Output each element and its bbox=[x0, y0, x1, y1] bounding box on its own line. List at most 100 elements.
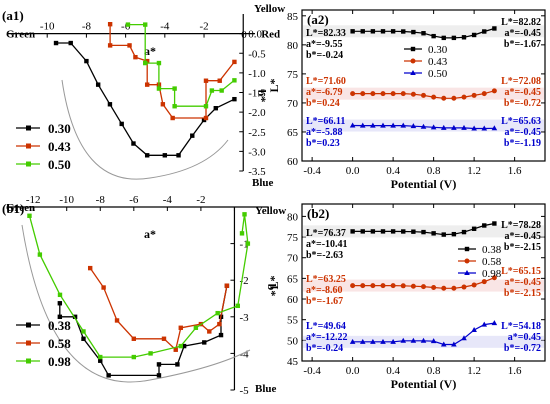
data-point-0 bbox=[162, 153, 168, 158]
data-point-1 bbox=[107, 22, 113, 27]
data-point-0 bbox=[119, 121, 124, 127]
y-tick-label: -2.5 bbox=[248, 127, 266, 139]
legend-label-2: 0.98 bbox=[48, 354, 71, 369]
data-point-2 bbox=[420, 123, 427, 129]
y-tick-label: 60 bbox=[287, 294, 299, 306]
annotation-text: a*=-8.60 bbox=[306, 285, 343, 296]
x-axis-title: a* bbox=[144, 44, 156, 58]
x-tick-label: 0.0 bbox=[346, 165, 360, 177]
y-tick-label: -1.5 bbox=[248, 88, 266, 100]
x-tick-label: -8 bbox=[96, 194, 106, 206]
data-point-1 bbox=[451, 285, 457, 291]
y-tick-label: -1 bbox=[239, 239, 248, 251]
data-point-0 bbox=[482, 29, 487, 34]
y-tick-label: 75 bbox=[287, 69, 299, 81]
annotation-text: b*=0.23 bbox=[306, 138, 340, 149]
data-point-0 bbox=[380, 29, 386, 34]
legend-label-0: 0.38 bbox=[482, 244, 502, 256]
y-tick-label: -3 bbox=[239, 312, 249, 324]
legend-marker-2 bbox=[410, 70, 416, 75]
data-point-2 bbox=[98, 354, 103, 360]
x-tick-label: -8 bbox=[82, 21, 92, 33]
x-tick-label: -10 bbox=[59, 194, 74, 206]
data-point-1 bbox=[390, 91, 396, 97]
data-point-0 bbox=[471, 32, 477, 38]
annotation-text: L*=82.82 bbox=[501, 17, 541, 28]
data-point-2 bbox=[370, 122, 376, 128]
data-point-0 bbox=[370, 29, 376, 34]
data-point-1 bbox=[360, 91, 366, 97]
data-point-2 bbox=[232, 78, 237, 83]
y-tick-label: 0.0 bbox=[248, 29, 262, 41]
data-point-2 bbox=[143, 22, 148, 27]
y-tick-label: -0.5 bbox=[248, 48, 266, 60]
x-tick-label: 1.2 bbox=[467, 365, 481, 377]
data-point-2 bbox=[461, 335, 467, 341]
y-axis-title: L* bbox=[267, 78, 281, 92]
data-point-0 bbox=[107, 102, 113, 107]
data-point-1 bbox=[471, 92, 477, 98]
data-point-2 bbox=[390, 122, 396, 128]
data-point-1 bbox=[203, 78, 209, 83]
data-point-2 bbox=[178, 343, 183, 349]
data-point-0 bbox=[232, 96, 237, 102]
data-point-2 bbox=[349, 338, 356, 344]
annotation-text: a*=-0.45 bbox=[504, 231, 541, 242]
y-tick-label: -2.0 bbox=[248, 107, 266, 119]
legend-label-0: 0.38 bbox=[48, 318, 71, 333]
data-point-1 bbox=[178, 325, 183, 330]
axis-word-green: Green bbox=[6, 202, 35, 214]
legend-marker-2 bbox=[464, 270, 470, 275]
data-point-2 bbox=[430, 124, 437, 130]
data-point-1 bbox=[481, 279, 487, 285]
data-point-1 bbox=[161, 336, 167, 341]
axis-word-yellow: Yellow bbox=[254, 3, 285, 15]
data-point-0 bbox=[68, 40, 73, 46]
data-point-2 bbox=[193, 325, 199, 330]
data-point-2 bbox=[359, 122, 366, 128]
x-tick-label: 1.6 bbox=[508, 165, 522, 177]
legend-marker-0 bbox=[26, 125, 31, 131]
annotation-text: b*=-1.67 bbox=[306, 296, 343, 307]
y-tick-label: -3.0 bbox=[248, 146, 266, 158]
y-tick-label: 60 bbox=[287, 156, 299, 168]
legend-marker-1 bbox=[410, 58, 416, 64]
data-point-1 bbox=[133, 54, 138, 60]
legend-marker-1 bbox=[26, 340, 31, 346]
data-point-0 bbox=[492, 221, 497, 226]
data-point-0 bbox=[421, 229, 426, 235]
legend-marker-1 bbox=[26, 143, 31, 149]
data-point-0 bbox=[106, 373, 111, 378]
legend-label-2: 0.50 bbox=[428, 68, 448, 80]
data-point-0 bbox=[421, 31, 426, 36]
data-point-2 bbox=[410, 337, 417, 343]
annotation-text: b*=-0.24 bbox=[306, 50, 343, 61]
y-tick-label: 70 bbox=[287, 98, 299, 110]
data-point-2 bbox=[349, 122, 356, 128]
data-point-1 bbox=[491, 88, 497, 94]
panel-b2: -0.4 0.0 0.4 0.8 1.2 1.6 45 50 55 60 65 70 75 80 Poten… bbox=[267, 203, 546, 391]
data-point-0 bbox=[441, 232, 446, 237]
data-point-0 bbox=[451, 231, 457, 237]
x-tick-label: -4 bbox=[160, 21, 170, 33]
x-tick-label: -6 bbox=[129, 194, 139, 206]
data-point-2 bbox=[400, 122, 407, 128]
annotation-text: a*=-5.88 bbox=[306, 127, 343, 138]
data-point-0 bbox=[175, 362, 180, 367]
data-point-0 bbox=[57, 314, 63, 319]
data-point-0 bbox=[98, 358, 103, 363]
y-tick-label: 65 bbox=[287, 273, 299, 285]
x-tick-label: -12 bbox=[26, 194, 41, 206]
data-point-1 bbox=[441, 95, 447, 101]
data-point-1 bbox=[160, 102, 166, 107]
data-point-0 bbox=[213, 106, 218, 111]
data-point-2 bbox=[471, 125, 477, 131]
data-point-2 bbox=[420, 337, 427, 343]
annotation-text: L*=63.25 bbox=[306, 274, 346, 285]
data-point-1 bbox=[431, 94, 437, 100]
series-line-2 bbox=[28, 214, 249, 358]
data-point-0 bbox=[131, 141, 136, 146]
axis-word-yellow: Yellow bbox=[255, 205, 286, 217]
data-point-2 bbox=[235, 303, 241, 309]
